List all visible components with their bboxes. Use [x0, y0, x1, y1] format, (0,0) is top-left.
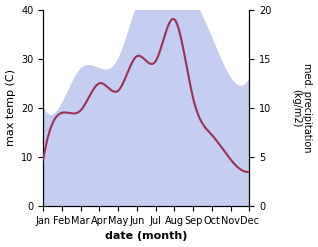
X-axis label: date (month): date (month)	[105, 231, 187, 242]
Y-axis label: med. precipitation
(kg/m2): med. precipitation (kg/m2)	[291, 63, 313, 153]
Y-axis label: max temp (C): max temp (C)	[5, 69, 16, 146]
